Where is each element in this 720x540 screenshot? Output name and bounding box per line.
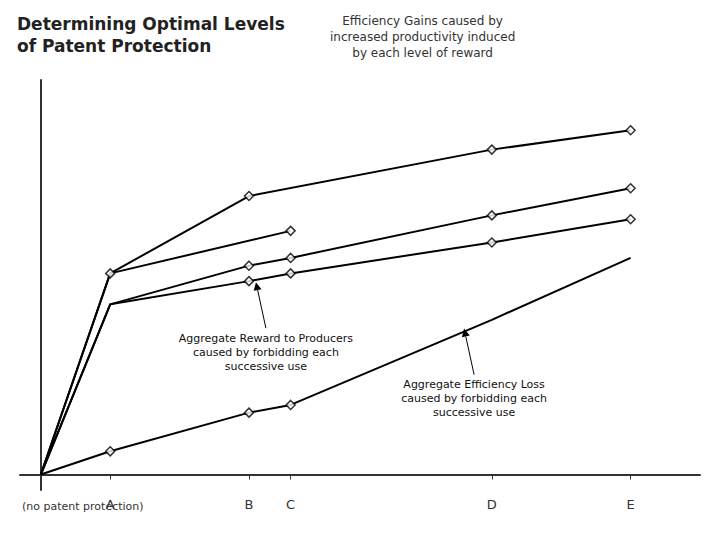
svg-text:Efficiency Gains caused by: Efficiency Gains caused by: [342, 14, 503, 28]
svg-text:D: D: [487, 497, 497, 512]
svg-text:E: E: [627, 497, 635, 512]
svg-text:(no patent protection): (no patent protection): [22, 500, 144, 513]
svg-text:Aggregate Reward to Producers: Aggregate Reward to Producers: [179, 332, 354, 345]
svg-text:Determining Optimal Levels: Determining Optimal Levels: [17, 14, 285, 34]
svg-text:B: B: [245, 497, 254, 512]
svg-text:Aggregate Efficiency Loss: Aggregate Efficiency Loss: [403, 378, 545, 391]
svg-text:successive use: successive use: [225, 360, 308, 373]
svg-text:of Patent Protection: of Patent Protection: [17, 36, 211, 56]
svg-text:successive use: successive use: [433, 406, 516, 419]
svg-text:increased productivity induced: increased productivity induced: [330, 30, 515, 44]
svg-text:by each level of reward: by each level of reward: [352, 46, 493, 60]
svg-text:C: C: [286, 497, 295, 512]
svg-text:caused by forbidding each: caused by forbidding each: [193, 346, 339, 359]
svg-text:caused by forbidding each: caused by forbidding each: [401, 392, 547, 405]
